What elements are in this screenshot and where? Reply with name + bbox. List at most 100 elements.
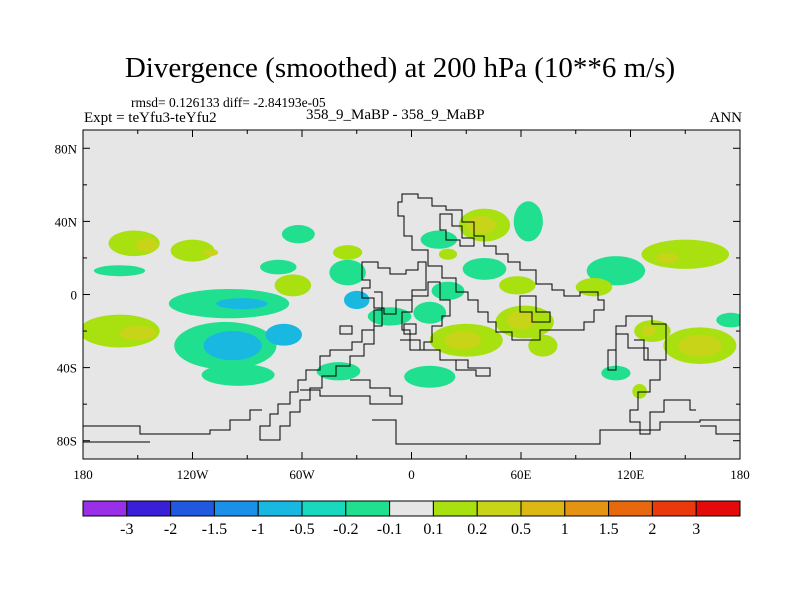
colorbar-box — [389, 500, 434, 517]
contour-region — [575, 278, 613, 297]
colorbar-label: -0.1 — [377, 521, 402, 538]
colorbar-box — [608, 500, 653, 517]
contour-region — [466, 215, 496, 235]
contour-region — [367, 307, 412, 326]
colorbar-label: 0.1 — [423, 521, 443, 538]
contour-region — [601, 365, 631, 381]
colorbar-label: 1.5 — [599, 521, 619, 538]
contour-region — [499, 276, 536, 295]
contour-region — [528, 334, 558, 357]
coastline-path — [397, 193, 605, 341]
coastline-path — [439, 213, 475, 247]
experiment-label: Expt = teYfu3-teYfu2 — [84, 110, 217, 126]
coastline-path — [700, 425, 740, 435]
contour-region — [343, 290, 370, 310]
coastline-path — [629, 339, 696, 435]
chart-title: Divergence (smoothed) at 200 hPa (10**6 … — [124, 52, 676, 84]
contour-region — [641, 325, 657, 337]
contour-region — [333, 245, 363, 260]
contour-region — [329, 259, 366, 286]
colorbar-box — [695, 500, 741, 517]
stats-text: rmsd= 0.126133 diff= -2.84193e-05 — [131, 95, 326, 110]
contour-region — [203, 331, 262, 361]
colorbar-label: 0.5 — [511, 521, 531, 538]
y-tick-label: 40N — [55, 214, 78, 229]
x-tick-label: 180 — [73, 467, 93, 482]
contour-region — [413, 301, 447, 324]
colorbar-box — [213, 500, 259, 517]
contour-region — [260, 259, 297, 275]
colorbar-label: -0.2 — [333, 521, 358, 538]
colorbar-box — [301, 500, 347, 517]
contour-region — [404, 365, 456, 388]
contour-region — [586, 256, 646, 286]
contour-region — [135, 237, 158, 253]
contour-region — [444, 331, 481, 350]
x-tick-label: 180 — [730, 467, 750, 482]
contour-region — [506, 310, 536, 330]
contour-region — [513, 201, 543, 242]
colorbar-box — [520, 500, 566, 517]
contour-region — [641, 239, 730, 269]
coastline-path — [400, 339, 491, 377]
colorbar-box — [564, 500, 610, 517]
coastline-path — [83, 409, 262, 435]
contour-region — [216, 298, 268, 310]
contour-region — [431, 281, 465, 300]
contour-region — [716, 312, 740, 328]
colorbar-label: -3 — [120, 521, 133, 538]
colorbar-label: -1 — [252, 521, 265, 538]
colorbar-label: -0.5 — [289, 521, 314, 538]
colorbar-box — [126, 500, 172, 517]
coastline-path — [372, 419, 740, 445]
contour-region — [170, 239, 215, 262]
contour-region — [203, 248, 219, 257]
coastline-path — [300, 379, 403, 405]
y-tick-label: 40S — [57, 361, 77, 376]
colorbar-box — [257, 500, 303, 517]
contour-region — [632, 384, 647, 399]
x-tick-label: 120W — [177, 467, 210, 482]
coastline-path — [361, 261, 427, 315]
coastline-path — [403, 323, 417, 335]
colorbar-label: 0.2 — [467, 521, 487, 538]
colorbar-box — [651, 500, 697, 517]
y-tick-label: 0 — [71, 288, 78, 303]
coastline-path — [607, 315, 667, 371]
y-tick-label: 80S — [57, 434, 77, 449]
colorbar-box — [432, 500, 478, 517]
contour-region — [119, 325, 156, 341]
colorbar-box — [82, 500, 128, 517]
x-tick-label: 120E — [617, 467, 645, 482]
x-tick-label: 60E — [511, 467, 532, 482]
coastline-path — [519, 295, 551, 323]
y-tick-label: 80N — [55, 141, 78, 156]
contour-region — [265, 323, 302, 346]
case-subtitle: 358_9_MaBP - 358_9_MaBP — [306, 107, 485, 123]
colorbar-box — [345, 500, 391, 517]
coastline-path — [401, 281, 451, 351]
colorbar-label: -1.5 — [202, 521, 227, 538]
coastline-path — [339, 325, 353, 335]
contour-region — [316, 362, 361, 381]
season-label: ANN — [709, 110, 743, 126]
colorbar-box — [170, 500, 215, 517]
x-tick-label: 0 — [408, 467, 415, 482]
contour-region — [656, 252, 678, 264]
colorbar-box — [476, 500, 522, 517]
contour-region — [274, 274, 312, 297]
colorbar-label: 3 — [692, 521, 700, 538]
colorbar-label: 1 — [561, 521, 569, 538]
contour-region — [93, 265, 146, 277]
contour-region — [420, 230, 458, 249]
contour-region — [677, 334, 722, 357]
contour-region — [281, 225, 315, 244]
contour-region — [462, 257, 507, 280]
coastline-path — [259, 291, 383, 441]
x-tick-label: 60W — [289, 467, 315, 482]
colorbar-label: -2 — [164, 521, 177, 538]
colorbar-label: 2 — [648, 521, 656, 538]
contour-region — [438, 248, 458, 260]
contour-region — [201, 363, 275, 386]
